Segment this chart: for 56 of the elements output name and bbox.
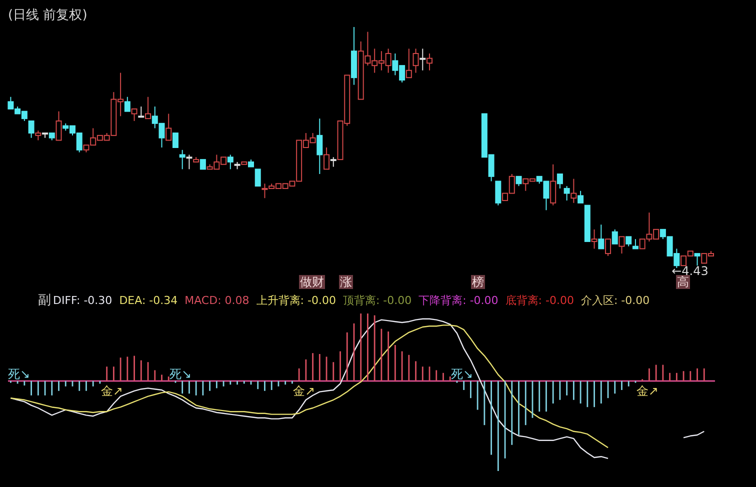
annotation: 金↗ xyxy=(636,384,658,398)
candlestick xyxy=(694,253,700,266)
annotation: 死↘ xyxy=(450,367,474,381)
chart-title: (日线 前复权) xyxy=(8,8,88,23)
candlestick xyxy=(516,176,522,187)
candlestick xyxy=(227,154,234,170)
candlestick xyxy=(605,238,612,256)
candlestick xyxy=(324,147,330,170)
annotation: 金↗ xyxy=(293,384,316,398)
text: 涨 xyxy=(340,275,352,289)
annotation: 死↘ xyxy=(8,367,30,381)
text: 底背离: -0.00 xyxy=(505,294,574,307)
candlestick xyxy=(131,108,138,122)
candlestick xyxy=(556,174,563,189)
candlestick xyxy=(632,238,638,250)
candlestick xyxy=(412,48,419,74)
candlestick xyxy=(35,130,42,141)
candlestick xyxy=(612,228,618,244)
candlestick xyxy=(495,180,502,206)
text: DIFF: -0.30 xyxy=(53,294,112,307)
candlestick xyxy=(166,113,172,141)
annotation: 金↗ xyxy=(100,384,123,398)
candlestick xyxy=(200,159,206,170)
candlestick xyxy=(179,149,186,170)
candlestick xyxy=(138,106,144,118)
candlestick xyxy=(172,132,178,148)
candlestick xyxy=(626,236,632,247)
candlestick xyxy=(578,190,584,204)
candlestick xyxy=(591,228,598,250)
candlestick xyxy=(145,96,152,120)
candlestick xyxy=(406,48,412,78)
text: 榜 xyxy=(472,275,484,289)
candlestick xyxy=(124,96,130,112)
text: 做财 xyxy=(300,275,324,289)
candlestick xyxy=(618,236,625,254)
candlestick xyxy=(330,156,336,168)
text: 顶背离: -0.00 xyxy=(342,294,412,307)
candlestick xyxy=(186,154,192,170)
text: 高 xyxy=(677,275,689,289)
candlestick xyxy=(316,118,323,175)
candlestick xyxy=(570,178,577,204)
text: 介入区: -0.00 xyxy=(580,294,650,307)
candlestick xyxy=(426,53,433,71)
candlestick xyxy=(254,168,261,187)
annotation: 死↘ xyxy=(169,367,192,381)
text: DEA: -0.34 xyxy=(119,294,178,307)
candlestick xyxy=(56,110,62,141)
text: MACD: 0.08 xyxy=(184,294,250,307)
candlestick xyxy=(28,120,34,138)
candlestick xyxy=(564,186,570,202)
text: 上升背离: -0.00 xyxy=(256,294,336,307)
candlestick xyxy=(550,164,556,206)
candlestick xyxy=(598,224,604,250)
chart-title: 副 xyxy=(38,293,51,308)
text: 下降背离: -0.00 xyxy=(418,294,498,307)
candlestick xyxy=(420,48,426,71)
